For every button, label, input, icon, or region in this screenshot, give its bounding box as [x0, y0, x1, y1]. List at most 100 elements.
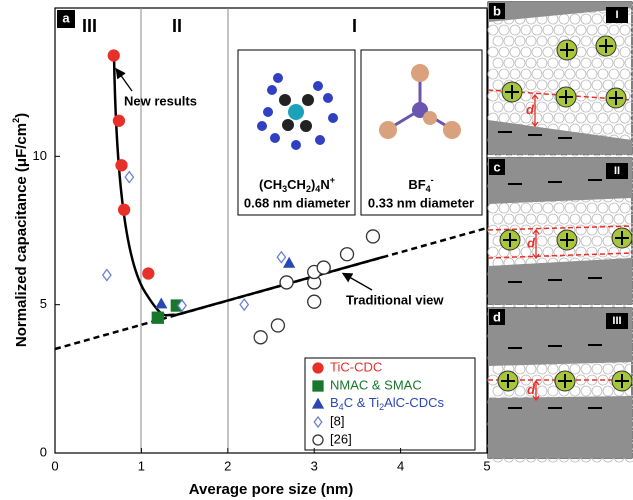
electrolyte-molecule	[613, 57, 625, 69]
electrolyte-molecule	[569, 79, 581, 91]
point	[101, 268, 112, 282]
electrolyte-molecule	[503, 35, 515, 47]
point	[365, 229, 381, 244]
electrolyte-molecule	[575, 112, 587, 124]
electrolyte-molecule	[624, 57, 633, 69]
electrolyte-molecule	[580, 363, 592, 375]
point	[270, 318, 286, 333]
electrolyte-molecule	[597, 246, 609, 258]
electrolyte-molecule	[580, 235, 592, 247]
point	[155, 297, 168, 309]
regime-label: II	[614, 165, 620, 177]
electrolyte-molecule	[591, 213, 603, 225]
electrolyte-molecule	[514, 101, 526, 113]
electrolyte-molecule	[564, 24, 576, 36]
electrolyte-molecule	[547, 35, 559, 47]
electrolyte-molecule	[602, 363, 614, 375]
electrolyte-molecule	[536, 57, 548, 69]
electrolyte-molecule	[619, 68, 631, 80]
electrolyte-molecule	[575, 68, 587, 80]
legend-marker	[312, 434, 324, 446]
electrolyte-molecule	[542, 46, 554, 58]
legend-marker	[311, 397, 325, 409]
electrolyte-molecule	[602, 213, 614, 225]
text-run: B	[330, 395, 339, 410]
legend-marker	[312, 380, 324, 392]
schematic-panel: d d III	[487, 307, 633, 463]
ion-sign	[505, 85, 519, 99]
point	[339, 247, 355, 262]
x-tick-label: 3	[311, 458, 318, 473]
electrolyte-molecule	[487, 90, 499, 102]
electrolyte-molecule	[498, 24, 510, 36]
electrolyte-molecule	[630, 91, 633, 101]
electrolyte-molecule	[525, 35, 537, 47]
electrolyte-molecule	[624, 123, 633, 135]
electrolyte-molecule	[591, 123, 603, 135]
point	[307, 294, 322, 309]
panel-badge	[489, 309, 505, 325]
electrolyte-molecule	[602, 123, 614, 135]
electrolyte-molecule	[498, 68, 510, 80]
regime-badge	[606, 313, 628, 329]
electrolyte-molecule	[597, 224, 609, 236]
point	[253, 330, 268, 345]
electrolyte-molecule	[514, 385, 526, 397]
electrolyte-molecule	[558, 213, 570, 225]
electrolyte-molecule	[630, 47, 633, 57]
electrolyte-molecule	[586, 24, 598, 36]
electrolyte-molecule	[547, 79, 559, 91]
text-run: 2	[11, 118, 21, 123]
new-trend	[112, 54, 177, 317]
electrolyte-molecule	[575, 24, 587, 36]
electrolyte-molecule	[514, 57, 526, 69]
electrolyte-molecule	[586, 46, 598, 58]
electrolyte-molecule	[630, 69, 633, 79]
electrolyte-molecule	[536, 213, 548, 225]
region-label: II	[172, 16, 182, 36]
electrolyte-molecule	[487, 24, 499, 36]
electrolyte-molecule	[553, 112, 565, 124]
electrolyte-molecule	[586, 90, 598, 102]
electrolyte-molecule	[509, 68, 521, 80]
text-run: Normalized capacitance (μF/cm	[13, 123, 30, 347]
legend-label: TiC-CDC	[330, 359, 382, 374]
point	[115, 159, 128, 172]
electrolyte-molecule	[492, 57, 504, 69]
electrolyte-molecule	[569, 57, 581, 69]
ion-sign	[503, 233, 517, 247]
electrolyte-molecule	[520, 24, 532, 36]
electrolyte-molecule	[547, 213, 559, 225]
gap-arrow	[532, 228, 540, 260]
point	[316, 260, 331, 275]
ion-sign	[599, 39, 613, 53]
legend-label: [26]	[330, 431, 352, 446]
electrolyte-molecule	[591, 57, 603, 69]
electrolyte-molecule	[586, 112, 598, 124]
electrolyte-molecule	[542, 224, 554, 236]
electrolyte-molecule	[547, 57, 559, 69]
text-run: 3	[282, 184, 287, 194]
electrolyte-molecule	[536, 35, 548, 47]
ion-formula: (CH3CH2)4N+	[259, 175, 335, 194]
electrolyte-molecule	[586, 246, 598, 258]
text-run: 4	[339, 402, 344, 412]
electrolyte-molecule	[525, 79, 537, 91]
electrolyte-molecule	[542, 246, 554, 258]
text-run: 4	[426, 184, 431, 194]
gap-label: d	[526, 102, 535, 117]
electrolyte-molecule	[591, 13, 603, 25]
molecule-bf4	[379, 64, 461, 139]
ion-sign	[501, 374, 515, 388]
region-label: I	[352, 16, 357, 36]
electrolyte-molecule	[531, 224, 543, 236]
electrolyte-molecule	[608, 202, 620, 214]
text-run: C & Ti	[344, 395, 380, 410]
ion-sign	[560, 43, 574, 57]
electrolyte-molecule	[531, 90, 543, 102]
gap-arrow	[531, 93, 539, 128]
charge-plane	[487, 252, 633, 259]
electrolyte-molecule	[586, 224, 598, 236]
ion-formula: BF4-	[408, 175, 433, 194]
electrolyte-molecule	[531, 24, 543, 36]
